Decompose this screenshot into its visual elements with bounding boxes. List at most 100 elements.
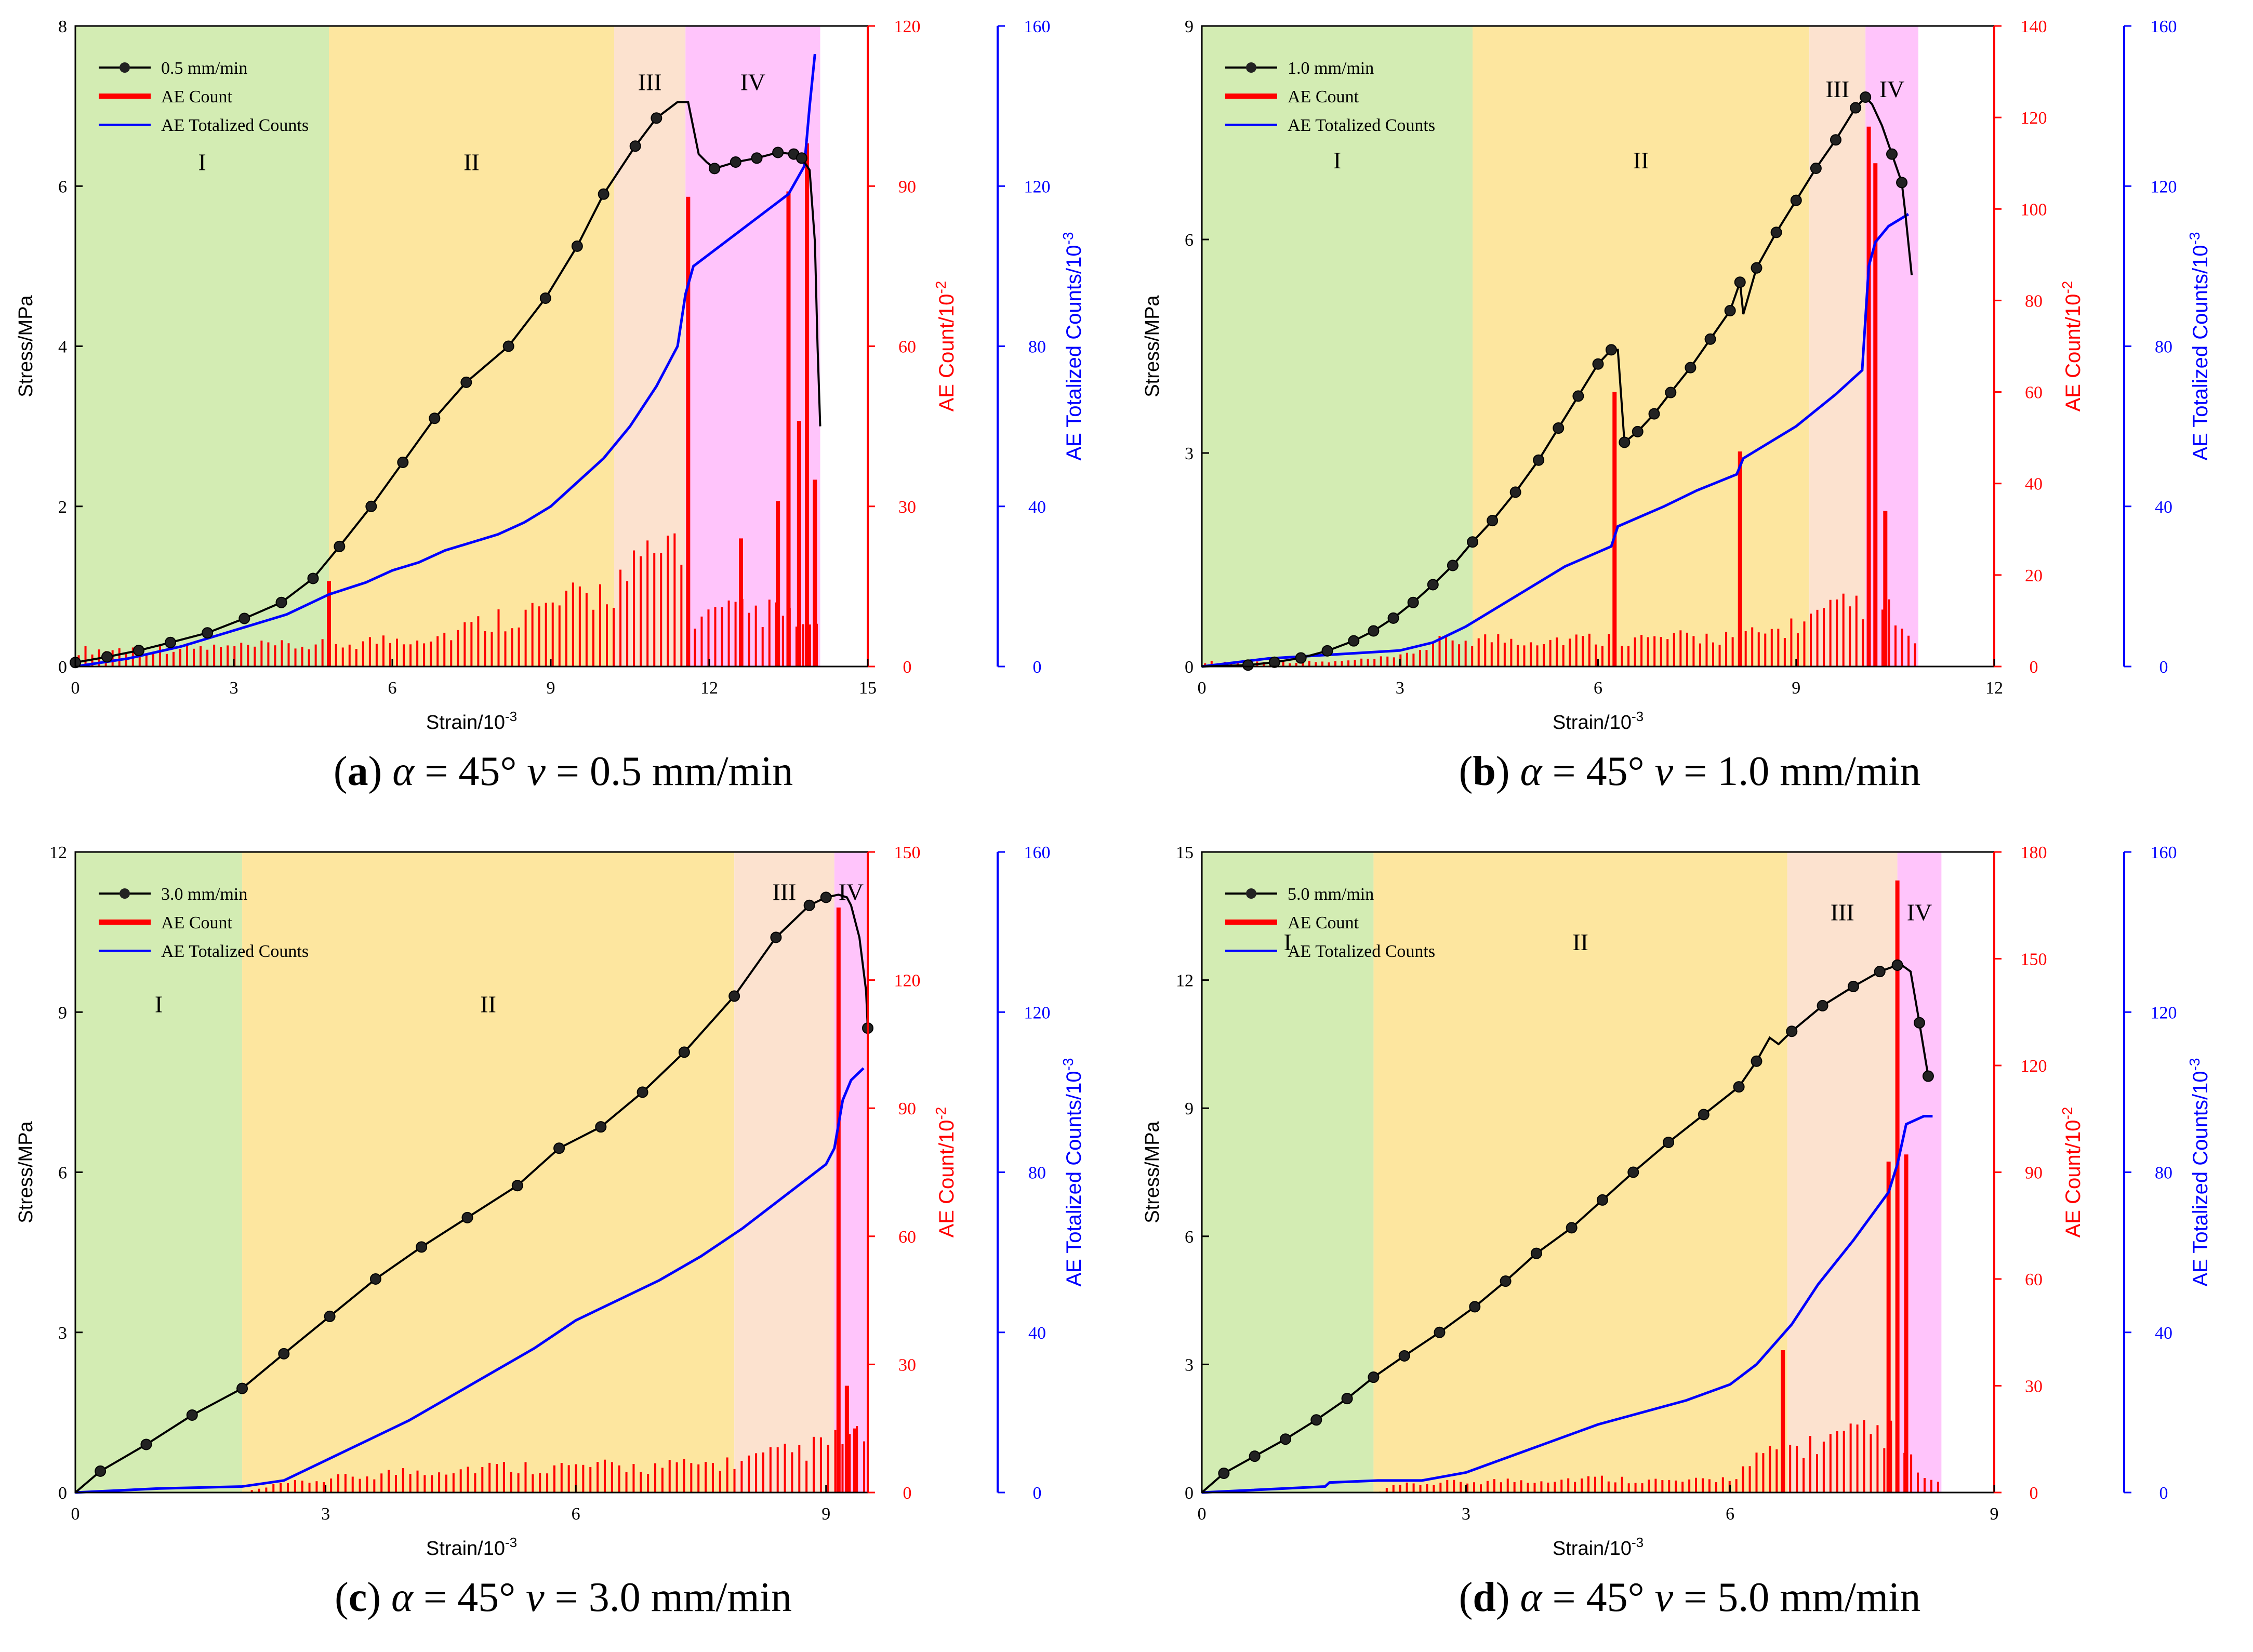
y-tick-label: 2	[58, 498, 67, 517]
ae-count-bar	[323, 1482, 325, 1493]
ae-count-bar	[1937, 1482, 1939, 1493]
ae-count-bar	[1777, 629, 1780, 667]
ae-count-bar	[152, 652, 154, 667]
ae-count-bar	[1816, 609, 1819, 667]
ae-count-bar	[1770, 629, 1773, 667]
y2-tick-label: 60	[2025, 383, 2043, 403]
stress-marker	[1860, 91, 1872, 103]
ae-count-bar	[416, 641, 419, 667]
ae-count-bar	[1679, 630, 1682, 667]
legend-stress-label: 0.5 mm/min	[161, 59, 247, 78]
ae-count-spike	[797, 421, 801, 667]
legend-ae-count-label: AE Count	[161, 913, 233, 932]
stress-marker	[186, 1409, 198, 1421]
ae-count-bar	[1315, 662, 1317, 667]
ae-count-bar	[1360, 658, 1363, 667]
y3-tick-label: 40	[2155, 1324, 2172, 1343]
ae-count-bar	[301, 1481, 303, 1493]
stress-marker	[1434, 1326, 1446, 1338]
ae-count-bar	[1614, 1482, 1616, 1493]
ae-count-bar	[1822, 1441, 1825, 1493]
y3-tick-label: 40	[1028, 498, 1046, 517]
ae-count-bar	[267, 642, 270, 667]
ae-count-bar	[1581, 1478, 1583, 1493]
ae-count-bar	[1569, 638, 1571, 667]
ae-count-bar	[1876, 1425, 1879, 1493]
stress-marker	[236, 1382, 248, 1394]
ae-count-bar	[633, 550, 635, 667]
ae-count-bar	[1917, 1472, 1919, 1493]
caption-angle: = 45°	[1552, 749, 1645, 794]
caption-speed: = 0.5 mm/min	[555, 749, 793, 794]
stress-marker	[1724, 305, 1736, 316]
ae-count-bar	[565, 591, 567, 667]
ae-count-bar	[193, 648, 195, 667]
legend-ae-total-label: AE Totalized Counts	[1288, 116, 1435, 135]
ae-count-bar	[373, 1479, 376, 1493]
ae-count-bar	[1757, 632, 1760, 667]
ae-count-bar	[524, 1462, 527, 1493]
ae-count-bar	[1668, 1480, 1671, 1493]
y3-tick-label: 120	[2151, 177, 2177, 196]
ae-count-bar	[1438, 635, 1441, 667]
y2-tick-label: 30	[2025, 1377, 2043, 1396]
stress-marker	[1751, 262, 1762, 274]
stress-marker	[365, 500, 377, 512]
y3-axis-label: AE Totalized Counts/10-3	[1060, 1058, 1086, 1287]
ae-count-bar	[1751, 627, 1754, 667]
ae-count-bar	[1829, 599, 1832, 667]
stress-marker	[651, 112, 662, 124]
ae-count-bar	[619, 569, 622, 667]
stage-label-3: III	[1831, 899, 1854, 926]
ae-count-bar	[1536, 645, 1539, 667]
ae-count-bar	[660, 553, 662, 667]
ae-count-bar	[1641, 1483, 1644, 1493]
y2-tick-label: 120	[894, 17, 921, 36]
ae-count-spike	[1612, 392, 1617, 667]
ae-count-bar	[1446, 1480, 1449, 1493]
ae-count-spike	[844, 1385, 849, 1493]
ae-count-bar	[1894, 625, 1897, 667]
ae-count-bar	[286, 1483, 289, 1493]
stress-marker	[1310, 1414, 1322, 1426]
ae-count-bar	[1433, 1485, 1435, 1493]
ae-count-bar	[1574, 1482, 1576, 1493]
y3-tick-label: 160	[2151, 17, 2177, 36]
ae-count-bar	[308, 649, 310, 667]
stage-zone-3	[1787, 852, 1898, 1493]
ae-count-bar	[592, 609, 594, 667]
stress-marker	[1509, 486, 1521, 498]
stress-marker	[1704, 333, 1716, 345]
ae-count-spike	[813, 479, 817, 667]
ae-count-bar	[380, 1473, 383, 1493]
ae-count-bar	[805, 1460, 808, 1493]
y3-tick-label: 120	[1024, 177, 1051, 196]
x-tick-label: 0	[71, 678, 80, 698]
ae-count-bar	[613, 607, 615, 667]
ae-count-bar	[388, 1470, 390, 1493]
stress-marker	[728, 990, 740, 1002]
ae-count-bar	[802, 624, 804, 667]
ae-count-bar	[1506, 1478, 1509, 1493]
ae-count-bar	[1560, 1480, 1563, 1493]
stage-zone-3	[734, 852, 834, 1493]
ae-count-bar	[1849, 1423, 1852, 1493]
stress-marker	[553, 1142, 565, 1154]
ae-count-bar	[496, 1464, 498, 1493]
stress-marker	[461, 1211, 473, 1223]
ae-count-bar	[632, 1463, 635, 1493]
stress-marker	[133, 645, 144, 657]
ae-total-line	[75, 54, 816, 668]
ae-count-bar	[1575, 634, 1578, 667]
stress-marker	[751, 152, 763, 164]
ae-count-bar	[1783, 637, 1786, 667]
y2-tick-label: 0	[903, 1484, 912, 1503]
ae-count-bar	[755, 1453, 758, 1493]
ae-count-bar	[402, 1468, 404, 1493]
caption-letter: c	[348, 1575, 367, 1620]
ae-count-bar	[450, 640, 453, 667]
ae-count-bar	[118, 648, 121, 667]
ae-count-bar	[1393, 657, 1395, 667]
y-tick-label: 6	[1185, 231, 1194, 250]
caption-angle: = 45°	[423, 1575, 516, 1620]
